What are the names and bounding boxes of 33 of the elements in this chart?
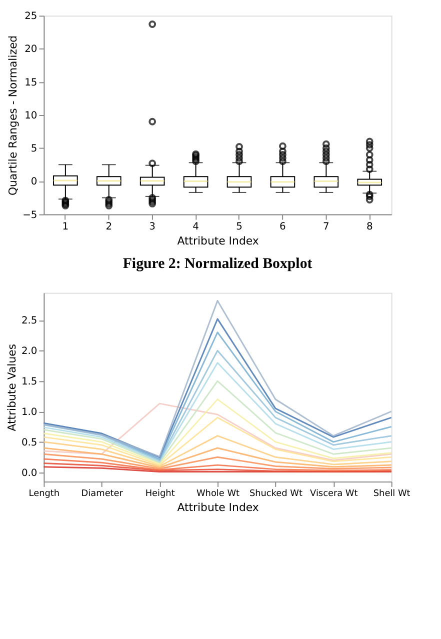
x-tick-label: Shucked Wt (249, 488, 303, 499)
y-tick-label: 1.0 (21, 406, 38, 418)
y-tick-label: 0.0 (21, 468, 38, 479)
x-axis-title: Attribute Index (177, 500, 260, 514)
x-axis-title: Attribute Index (177, 234, 260, 248)
y-tick-label: 25 (24, 11, 38, 22)
x-tick-label: Whole Wt (196, 488, 240, 499)
y-tick-label: 1.5 (21, 376, 38, 388)
x-tick-label: Height (145, 488, 176, 499)
y-tick-label: 0.5 (21, 437, 38, 448)
x-tick-label: 7 (322, 222, 330, 233)
x-tick-label: Diameter (81, 488, 124, 499)
y-tick-label: 2.0 (21, 346, 38, 358)
x-tick-label: Length (28, 488, 60, 499)
y-tick-label: 0 (30, 176, 38, 188)
x-tick-label: 4 (192, 222, 199, 233)
x-tick-label: 6 (280, 222, 286, 233)
y-axis-title: Attribute Values (5, 344, 18, 432)
y-tick-label: −5 (22, 210, 38, 221)
x-tick-label: 8 (366, 222, 373, 233)
y-tick-label: 10 (24, 110, 38, 122)
x-tick-label: Shell Wt (373, 488, 411, 499)
x-tick-label: 5 (236, 222, 242, 233)
caption: Figure 2: Normalized Boxplot (122, 256, 312, 272)
x-tick-label: 3 (149, 222, 156, 233)
y-tick-label: 20 (24, 44, 38, 56)
x-tick-label: 1 (62, 222, 69, 233)
x-tick-label: 2 (106, 222, 112, 233)
y-tick-label: 2.5 (21, 316, 38, 327)
y-tick-label: 5 (30, 144, 38, 155)
x-tick-label: Viscera Wt (310, 488, 358, 499)
y-axis-title: Quartile Ranges - Normalized (6, 35, 20, 196)
y-tick-label: 15 (24, 77, 38, 88)
